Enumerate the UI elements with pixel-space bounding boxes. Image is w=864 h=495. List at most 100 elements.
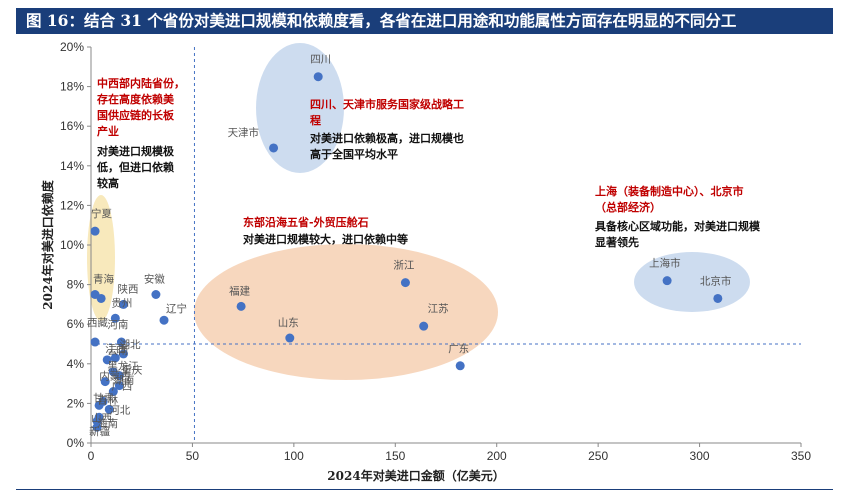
point-label: 内蒙古 (99, 370, 131, 383)
x-tick-label: 250 (588, 449, 608, 463)
reference-lines (91, 47, 801, 443)
annotation-line: 对美进口规模极 (97, 144, 175, 158)
data-point (662, 276, 672, 286)
annotation-line: 存在高度依赖美 (97, 92, 175, 106)
annotation-line: 高于全国平均水平 (310, 147, 398, 161)
point-label: 北京市 (700, 274, 732, 287)
data-point (96, 293, 106, 303)
annotation-line: （总部经济） (595, 200, 661, 214)
data-point (104, 404, 114, 414)
data-point (114, 371, 124, 381)
annotation-line: 对美进口规模较大，进口依赖中等 (243, 232, 408, 246)
point-label: 海南 (97, 417, 118, 430)
point-label: 江苏 (428, 302, 449, 315)
point-label: 辽宁 (166, 302, 187, 315)
annotation-line: 国供应链的长板 (97, 108, 175, 122)
point-label: 新疆 (89, 425, 110, 438)
data-points (90, 72, 723, 432)
point-label: 河南 (107, 318, 128, 331)
x-tick-label: 150 (385, 449, 405, 463)
point-label: 西藏 (87, 317, 108, 329)
y-tick-label: 16% (60, 119, 84, 133)
annotation-line: 具备核心区域功能，对美进口规模 (595, 219, 761, 233)
annotation-line: 显著领先 (595, 235, 639, 249)
data-point (118, 299, 128, 309)
annotation-line: 产业 (97, 124, 119, 138)
x-tick-label: 200 (487, 449, 507, 463)
y-tick-label: 14% (60, 159, 84, 173)
data-point (236, 301, 246, 311)
y-axis-title: 2024年对美进口依赖度 (40, 179, 55, 309)
data-point (114, 381, 124, 391)
data-point (94, 400, 104, 410)
point-label: 山东 (278, 316, 299, 329)
point-label: 贵州 (111, 296, 132, 309)
data-point (116, 337, 126, 347)
point-label: 重庆 (121, 364, 142, 377)
y-tick-label: 2% (67, 396, 85, 410)
x-axis-title: 2024年对美进口金额（亿美元） (327, 468, 504, 483)
x-tick-label: 50 (186, 449, 200, 463)
y-tick-label: 4% (67, 357, 85, 371)
annotation-line: 东部沿海五省-外贸压舱石 (243, 215, 369, 229)
data-point (92, 416, 102, 426)
y-tick-label: 18% (60, 80, 84, 94)
annotation-line: 中西部内陆省份， (97, 76, 185, 90)
y-tick-label: 10% (60, 238, 84, 252)
point-label: 天津市 (228, 126, 259, 139)
point-label: 广东 (448, 342, 469, 355)
annotation-line: 较高 (97, 176, 119, 190)
point-label: 安徽 (144, 273, 165, 286)
region-west-central (87, 195, 115, 321)
tick-labels: 0% 2% 4% 6% 8% 10% 12% 14% 16% 18% 20% 0 50 100 150 200… (60, 40, 811, 463)
annotation-line: 低，但进口依赖 (96, 160, 174, 174)
annotations: 中西部内陆省份， 存在高度依赖美国供应链的长板产业对美进口规模极低，但进口依赖较高… (96, 76, 761, 249)
y-tick-label: 8% (67, 278, 85, 292)
y-tick-label: 12% (60, 198, 84, 212)
point-label: 河北 (109, 404, 130, 416)
x-tick-label: 100 (284, 449, 304, 463)
data-point (455, 361, 465, 371)
annotation-line: 四川、天津市服务国家级战略工 (310, 97, 464, 111)
point-label: 湖北 (119, 339, 140, 351)
annotation-line: 程 (310, 113, 321, 127)
point-label: 山西 (91, 412, 112, 424)
chart-title: 图 16：结合 31 个省份对美进口规模和依赖度看，各省在进口用途和功能属性方面… (16, 8, 833, 34)
data-point (400, 278, 410, 288)
point-label: 广西 (111, 381, 132, 393)
data-point (90, 337, 100, 347)
y-tick-label: 6% (67, 317, 85, 331)
point-label: 甘肃 (93, 391, 114, 404)
annotation-line: 对美进口依赖极高，进口规模也 (310, 131, 464, 145)
data-point (110, 353, 120, 363)
data-point (110, 313, 120, 323)
point-label: 浙江 (393, 260, 414, 272)
point-label: 福建 (229, 284, 250, 297)
y-tick-label: 0% (67, 436, 85, 450)
point-label: 黑龙江 (107, 360, 139, 373)
data-point (108, 387, 118, 397)
x-tick-label: 0 (88, 449, 95, 463)
point-label: 宁夏 (91, 207, 112, 220)
x-tick-label: 300 (690, 449, 710, 463)
data-point (713, 293, 723, 303)
data-point (90, 226, 100, 236)
region-eastern-coastal (194, 244, 498, 380)
point-label: 江西 (105, 343, 126, 355)
annotation-line: 上海（装备制造中心）、北京市 (595, 184, 744, 198)
point-label: 上海市 (649, 257, 681, 270)
data-point (313, 72, 323, 82)
x-tick-label: 350 (791, 449, 811, 463)
data-point (102, 355, 112, 365)
y-tick-label: 20% (60, 40, 84, 54)
data-point (285, 333, 295, 343)
data-point (100, 377, 110, 387)
point-label: 湖南 (113, 374, 134, 387)
data-point (419, 321, 429, 331)
point-label: 吉林 (97, 393, 118, 406)
data-point (118, 349, 128, 359)
point-label: 青海 (93, 273, 114, 286)
data-point (159, 315, 169, 325)
